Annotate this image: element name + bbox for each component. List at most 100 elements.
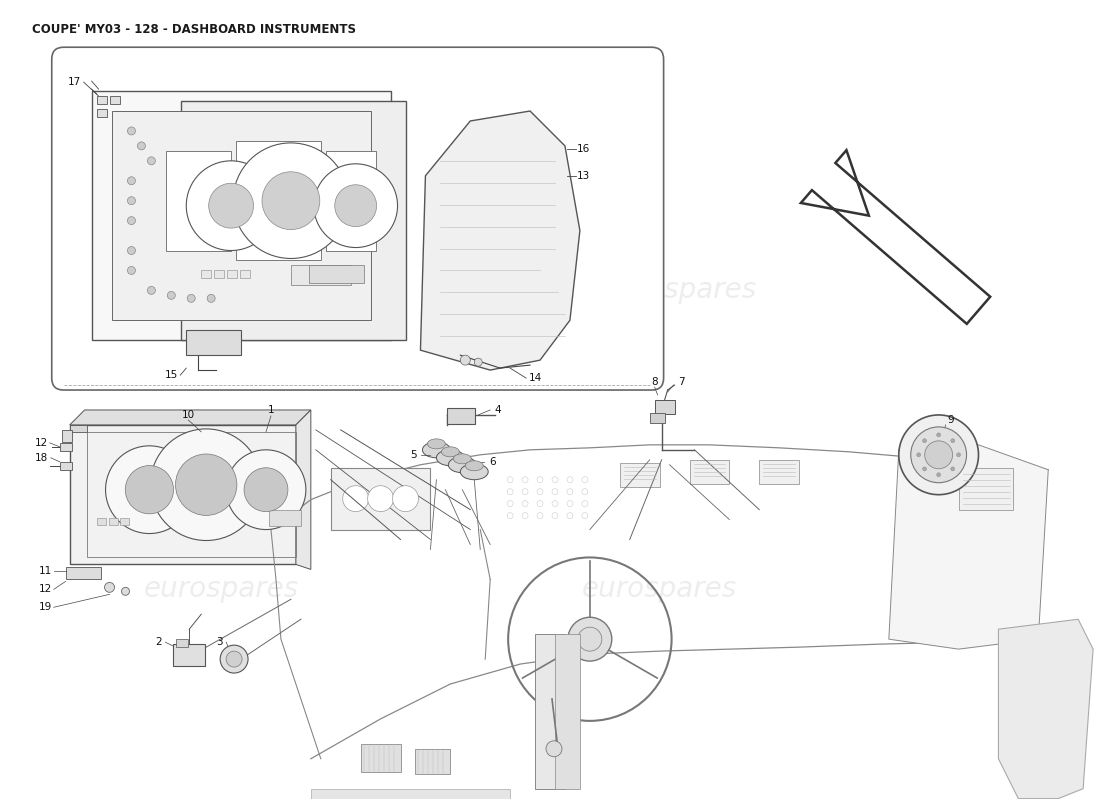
Circle shape: [334, 185, 376, 226]
Circle shape: [128, 127, 135, 135]
Circle shape: [220, 645, 249, 673]
Ellipse shape: [460, 464, 488, 480]
Bar: [290, 266, 351, 286]
Bar: [97, 109, 107, 117]
Text: 19: 19: [40, 602, 53, 612]
Text: 16: 16: [578, 144, 591, 154]
Circle shape: [167, 291, 175, 299]
Circle shape: [186, 161, 276, 250]
Ellipse shape: [437, 450, 464, 466]
Text: 6: 6: [488, 457, 495, 466]
Circle shape: [147, 286, 155, 294]
Polygon shape: [236, 141, 321, 261]
Bar: [176, 639, 188, 647]
Circle shape: [923, 438, 926, 442]
Circle shape: [546, 741, 562, 757]
Polygon shape: [331, 468, 430, 530]
Polygon shape: [889, 445, 1048, 649]
Circle shape: [128, 177, 135, 185]
Circle shape: [950, 438, 955, 442]
Bar: [448, 408, 475, 424]
Circle shape: [227, 651, 242, 667]
Circle shape: [104, 582, 114, 592]
Ellipse shape: [465, 461, 483, 470]
Bar: [66, 567, 100, 579]
Circle shape: [262, 172, 320, 230]
Polygon shape: [69, 425, 87, 432]
Text: 12: 12: [35, 438, 48, 448]
Polygon shape: [535, 634, 565, 789]
Bar: [62, 430, 72, 442]
Polygon shape: [69, 410, 311, 425]
Bar: [650, 413, 664, 423]
Circle shape: [937, 433, 940, 437]
Bar: [174, 644, 206, 666]
Bar: [759, 460, 799, 484]
Circle shape: [187, 294, 195, 302]
Circle shape: [209, 183, 253, 228]
Text: 3: 3: [216, 637, 222, 647]
Polygon shape: [91, 91, 390, 340]
Polygon shape: [999, 619, 1093, 798]
Circle shape: [937, 473, 940, 477]
Circle shape: [568, 618, 612, 661]
Bar: [654, 400, 674, 414]
Text: 14: 14: [528, 373, 541, 383]
Circle shape: [925, 441, 953, 469]
Circle shape: [151, 429, 262, 541]
Polygon shape: [182, 101, 406, 340]
Circle shape: [916, 453, 921, 457]
FancyBboxPatch shape: [52, 47, 663, 390]
Circle shape: [950, 467, 955, 471]
Polygon shape: [420, 111, 580, 370]
Circle shape: [121, 587, 130, 595]
Circle shape: [393, 486, 418, 512]
Circle shape: [106, 446, 194, 534]
Circle shape: [233, 143, 349, 258]
Circle shape: [474, 358, 482, 366]
Circle shape: [957, 453, 960, 457]
Circle shape: [147, 157, 155, 165]
Bar: [110, 96, 120, 104]
Bar: [59, 462, 72, 470]
Circle shape: [128, 266, 135, 274]
Polygon shape: [111, 111, 371, 320]
Ellipse shape: [449, 457, 476, 473]
Text: 15: 15: [165, 370, 178, 380]
Circle shape: [128, 217, 135, 225]
Circle shape: [460, 355, 471, 365]
Text: 5: 5: [410, 450, 417, 460]
Bar: [121, 518, 130, 525]
Bar: [690, 460, 729, 484]
Circle shape: [128, 246, 135, 254]
Text: 18: 18: [35, 453, 48, 462]
Polygon shape: [69, 425, 296, 565]
Circle shape: [899, 415, 979, 494]
Bar: [416, 749, 450, 774]
Polygon shape: [296, 410, 311, 570]
Text: 4: 4: [495, 405, 502, 415]
Text: 10: 10: [182, 410, 195, 420]
Bar: [109, 518, 118, 525]
Bar: [59, 443, 72, 451]
Circle shape: [578, 627, 602, 651]
Polygon shape: [326, 151, 375, 250]
Bar: [240, 270, 250, 278]
Circle shape: [911, 427, 967, 482]
Circle shape: [207, 294, 216, 302]
Ellipse shape: [441, 447, 460, 457]
Polygon shape: [311, 789, 510, 798]
Bar: [186, 330, 241, 355]
Ellipse shape: [428, 439, 446, 449]
Ellipse shape: [453, 454, 471, 464]
Text: eurospares: eurospares: [582, 575, 737, 603]
Text: 2: 2: [155, 637, 162, 647]
Circle shape: [367, 486, 394, 512]
Text: 8: 8: [651, 377, 658, 387]
Bar: [214, 270, 224, 278]
Circle shape: [128, 197, 135, 205]
Circle shape: [314, 164, 397, 247]
Text: 7: 7: [679, 377, 685, 387]
Ellipse shape: [422, 442, 450, 458]
Circle shape: [343, 486, 368, 512]
